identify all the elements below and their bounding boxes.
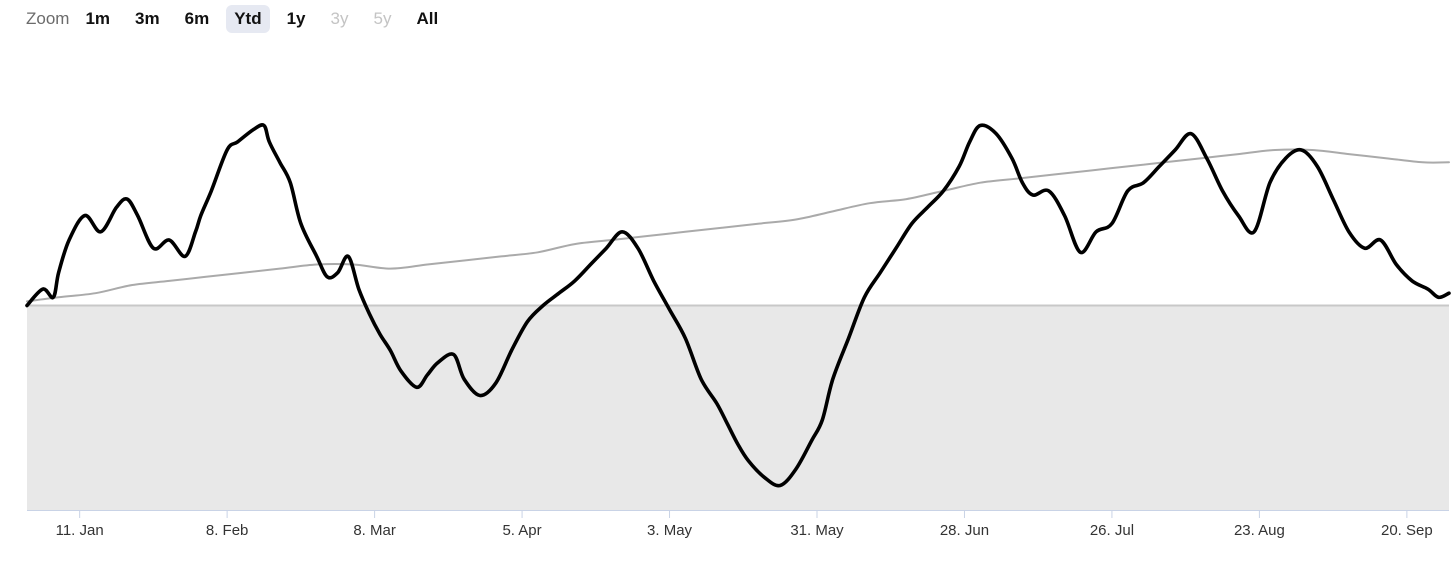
benchmark-series-line bbox=[26, 148, 1450, 303]
primary-series-line bbox=[25, 123, 1451, 488]
x-tick-label: 3. May bbox=[647, 522, 693, 539]
x-tick-label: 11. Jan bbox=[56, 522, 104, 539]
zoom-1y-button[interactable]: 1y bbox=[286, 9, 306, 28]
x-tick-label: 26. Jul bbox=[1090, 522, 1134, 539]
zoom-5y-button: 5y bbox=[373, 9, 392, 28]
x-tick-label: 5. Apr bbox=[502, 522, 541, 539]
zoom-6m-button[interactable]: 6m bbox=[184, 9, 210, 28]
zoom-ytd-button[interactable]: Ytd bbox=[226, 5, 270, 33]
zoom-3m-button[interactable]: 3m bbox=[135, 9, 160, 28]
x-tick-label: 8. Mar bbox=[353, 522, 396, 539]
x-tick-label: 28. Jun bbox=[940, 522, 989, 539]
zoom-label: Zoom bbox=[26, 9, 70, 28]
x-tick-label: 20. Sep bbox=[1381, 522, 1433, 539]
x-tick-label: 23. Aug bbox=[1234, 522, 1285, 539]
negative-region bbox=[27, 305, 1449, 510]
zoom-all-button[interactable]: All bbox=[416, 9, 439, 28]
zoom-selector: Zoom 1m 3m 6m Ytd 1y 3y 5y All bbox=[26, 4, 455, 34]
x-tick-label: 8. Feb bbox=[206, 522, 249, 539]
zoom-3y-button: 3y bbox=[330, 9, 349, 28]
x-tick-label: 31. May bbox=[790, 522, 844, 539]
zoom-1m-button[interactable]: 1m bbox=[85, 9, 111, 28]
